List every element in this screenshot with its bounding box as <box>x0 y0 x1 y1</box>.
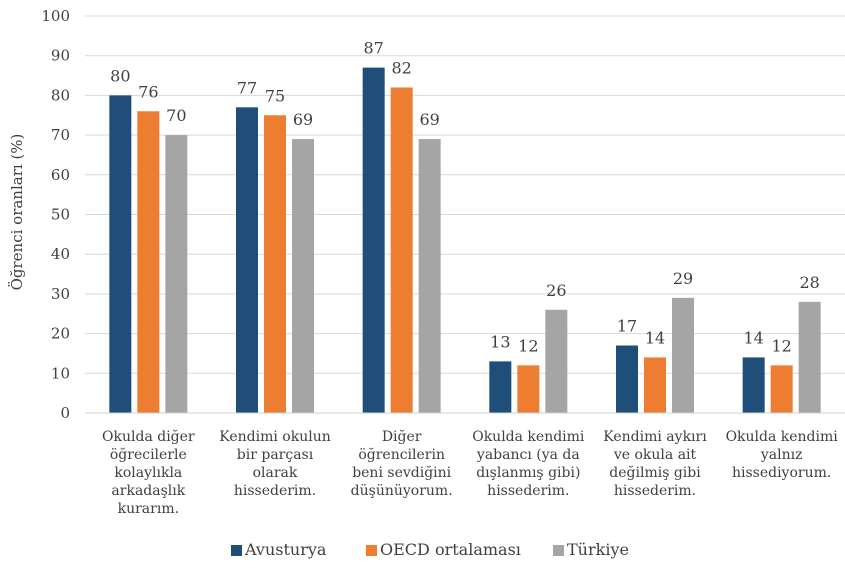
category-label: beni sevdiğini <box>352 465 451 481</box>
data-label: 29 <box>673 269 693 288</box>
data-labels: 80 76 70 77 75 69 87 82 69 13 12 26 17 14 29 14 12 28 <box>110 39 820 356</box>
bar <box>165 135 188 413</box>
bar <box>770 365 793 413</box>
legend-swatch <box>231 545 242 556</box>
data-label: 70 <box>166 106 186 125</box>
category-label: ve okula ait <box>613 447 697 463</box>
legend-label: Türkiye <box>567 540 629 559</box>
category-label: öğrecilerle <box>110 447 187 463</box>
category-label: kurarım. <box>118 501 179 517</box>
legend-swatch <box>553 545 564 556</box>
data-label: 69 <box>419 110 439 129</box>
data-label: 80 <box>110 66 130 85</box>
data-label: 17 <box>617 317 637 336</box>
data-label: 75 <box>265 86 285 105</box>
data-label: 12 <box>771 336 791 355</box>
data-label: 87 <box>363 39 383 58</box>
category-label: Kendimi okulun <box>219 429 330 445</box>
bar <box>109 95 132 414</box>
bar <box>390 87 413 414</box>
y-tick-label: 40 <box>51 245 70 263</box>
data-label: 77 <box>237 78 257 97</box>
data-label: 13 <box>490 332 510 351</box>
bar <box>742 357 765 413</box>
data-label: 28 <box>799 273 819 292</box>
data-label: 82 <box>391 58 411 77</box>
legend-swatch <box>366 545 377 556</box>
category-label: değilmiş gibi <box>609 465 701 481</box>
bar <box>292 139 314 413</box>
category-label: hissederim. <box>234 483 316 499</box>
bar <box>644 357 666 413</box>
legend-label: Avusturya <box>244 540 327 559</box>
y-axis-ticks: 0 10 20 30 40 50 60 70 80 90 100 <box>41 7 70 422</box>
y-tick-label: 60 <box>51 166 70 184</box>
y-axis-label: Öğrenci oranları (%) <box>8 134 26 291</box>
y-tick-label: 50 <box>51 206 70 224</box>
category-label: yalnız <box>760 447 803 463</box>
legend: Avusturya OECD ortalaması Türkiye <box>231 540 629 559</box>
data-label: 12 <box>518 336 538 355</box>
y-tick-label: 0 <box>60 404 70 422</box>
legend-label: OECD ortalaması <box>380 540 521 559</box>
bar <box>418 139 441 413</box>
bars <box>109 67 821 414</box>
category-label: hissederim. <box>614 483 696 499</box>
category-label: hissediyorum. <box>732 465 831 481</box>
data-label: 69 <box>293 110 313 129</box>
data-label: 76 <box>138 82 158 101</box>
x-axis-categories: Okulda diğer öğrecilerle kolaylıkla arkadaş… <box>102 429 838 517</box>
category-label: Okulda kendimi <box>472 429 585 445</box>
category-label: hissederim. <box>487 483 569 499</box>
bar <box>616 345 638 413</box>
data-label: 26 <box>546 281 566 300</box>
category-label: bir parçası <box>237 447 314 463</box>
bar <box>489 361 512 413</box>
bar <box>137 111 160 413</box>
category-label: Kendimi aykırı <box>603 429 707 445</box>
data-label: 14 <box>743 328 763 347</box>
bar <box>672 297 694 413</box>
y-tick-label: 70 <box>51 126 70 144</box>
y-tick-label: 30 <box>51 285 70 303</box>
category-label: öğrencilerin <box>358 447 445 463</box>
category-label: dışlanmış gibi) <box>476 465 580 481</box>
category-label: yabancı (ya da <box>476 447 580 463</box>
y-tick-label: 10 <box>51 364 70 382</box>
bar <box>236 107 258 413</box>
category-label: olarak <box>253 465 298 481</box>
gridlines <box>85 15 845 374</box>
y-tick-label: 90 <box>51 47 70 65</box>
y-tick-label: 20 <box>51 325 70 343</box>
bar <box>264 115 286 413</box>
bar <box>798 301 821 413</box>
y-tick-label: 100 <box>41 7 70 25</box>
category-label: düşünüyorum. <box>351 483 453 499</box>
data-label: 14 <box>645 328 665 347</box>
bar <box>545 309 568 413</box>
bar <box>362 67 385 414</box>
category-label: Diğer <box>382 429 422 445</box>
category-label: Okulda kendimi <box>726 429 839 445</box>
category-label: kolaylıkla <box>114 465 182 481</box>
category-label: arkadaşlık <box>111 483 185 499</box>
category-label: Okulda diğer <box>102 429 195 445</box>
y-tick-label: 80 <box>51 86 70 104</box>
bar <box>517 365 540 413</box>
